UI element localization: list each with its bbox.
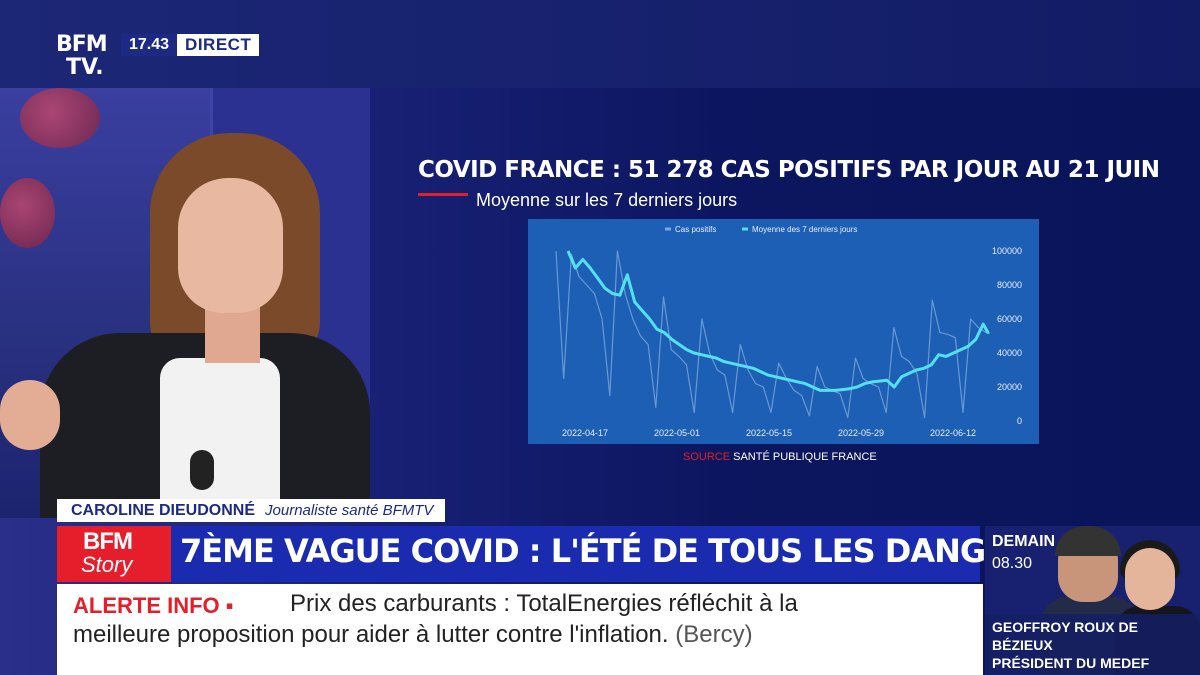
bfm-story-logo: BFM Story <box>57 526 171 582</box>
x-tick-label: 2022-05-29 <box>838 428 884 438</box>
top-bar: BFM TV. 17.43 DIRECT <box>0 0 1200 88</box>
y-tick-label: 100000 <box>992 246 1022 256</box>
teaser-day: DEMAIN <box>992 533 1056 550</box>
presenter-shirt <box>160 358 280 518</box>
y-tick-label: 0 <box>1017 416 1022 426</box>
alert-text-line2: meilleure proposition pour aider à lutte… <box>73 621 753 648</box>
chart-title: COVID FRANCE : 51 278 CAS POSITIFS PAR J… <box>418 157 1160 183</box>
live-label: DIRECT <box>185 35 252 54</box>
host-face <box>1125 548 1175 610</box>
presenter-face <box>178 178 283 313</box>
x-tick-label: 2022-05-01 <box>654 428 700 438</box>
chart-subtitle: Moyenne sur les 7 derniers jours <box>476 190 738 210</box>
teaser-caption: GEOFFROY ROUX DE BÉZIEUX PRÉSIDENT DU ME… <box>985 614 1200 675</box>
presenter-neck <box>205 303 260 363</box>
alert-label: ALERTE INFO ▪ <box>73 593 234 618</box>
x-tick-label: 2022-06-12 <box>930 428 976 438</box>
accent-dash <box>418 193 468 196</box>
y-tick-label: 80000 <box>997 280 1022 290</box>
teaser-hour: 08.30 <box>992 555 1033 572</box>
y-tick-label: 40000 <box>997 348 1022 358</box>
series-line-moyenne <box>566 250 990 392</box>
x-tick-label: 2022-05-15 <box>746 428 792 438</box>
speaker-nameplate: CAROLINE DIEUDONNÉ Journaliste santé BFM… <box>57 499 446 522</box>
x-tick-label: 2022-04-17 <box>562 428 608 438</box>
virus-decoration <box>0 178 55 248</box>
legend-label: Cas positifs <box>675 225 716 234</box>
alert-ticker <box>57 584 983 675</box>
chart-source: SOURCE SANTÉ PUBLIQUE FRANCE <box>683 451 877 463</box>
live-clock: 17.43 DIRECT <box>121 34 260 56</box>
y-tick-label: 20000 <box>997 382 1022 392</box>
presenter-hand <box>0 380 60 450</box>
program-headline: 7ÈME VAGUE COVID : L'ÉTÉ DE TOUS LES DAN… <box>180 532 1080 570</box>
studio-camera-view <box>0 88 370 518</box>
legend-label: Moyenne des 7 derniers jours <box>752 225 857 234</box>
headline-bar <box>57 526 980 582</box>
clock-time: 17.43 <box>121 34 178 56</box>
microphone <box>190 450 214 490</box>
source-label: SOURCE <box>683 451 731 463</box>
source-text: SANTÉ PUBLIQUE FRANCE <box>733 451 877 463</box>
alert-source: (Bercy) <box>675 621 753 648</box>
series-line-cas-positifs <box>555 250 987 419</box>
next-program-teaser: DEMAIN 08.30 GEOFFROY ROUX DE BÉZIEUX PR… <box>985 526 1200 675</box>
chart-svg: 100000 80000 60000 40000 20000 0 2022-04-17 202… <box>555 225 1022 438</box>
covid-line-chart: 100000 80000 60000 40000 20000 0 2022-04-17 202… <box>528 219 1039 444</box>
speaker-role: Journaliste santé BFMTV <box>265 502 434 519</box>
bfmtv-logo: BFM TV. <box>56 32 108 80</box>
y-tick-label: 60000 <box>997 314 1022 324</box>
guest-hair <box>1055 526 1121 556</box>
speaker-name: CAROLINE DIEUDONNÉ <box>71 501 256 519</box>
virus-decoration <box>20 88 100 148</box>
alert-text-line1: Prix des carburants : TotalEnergies réfl… <box>290 590 798 617</box>
